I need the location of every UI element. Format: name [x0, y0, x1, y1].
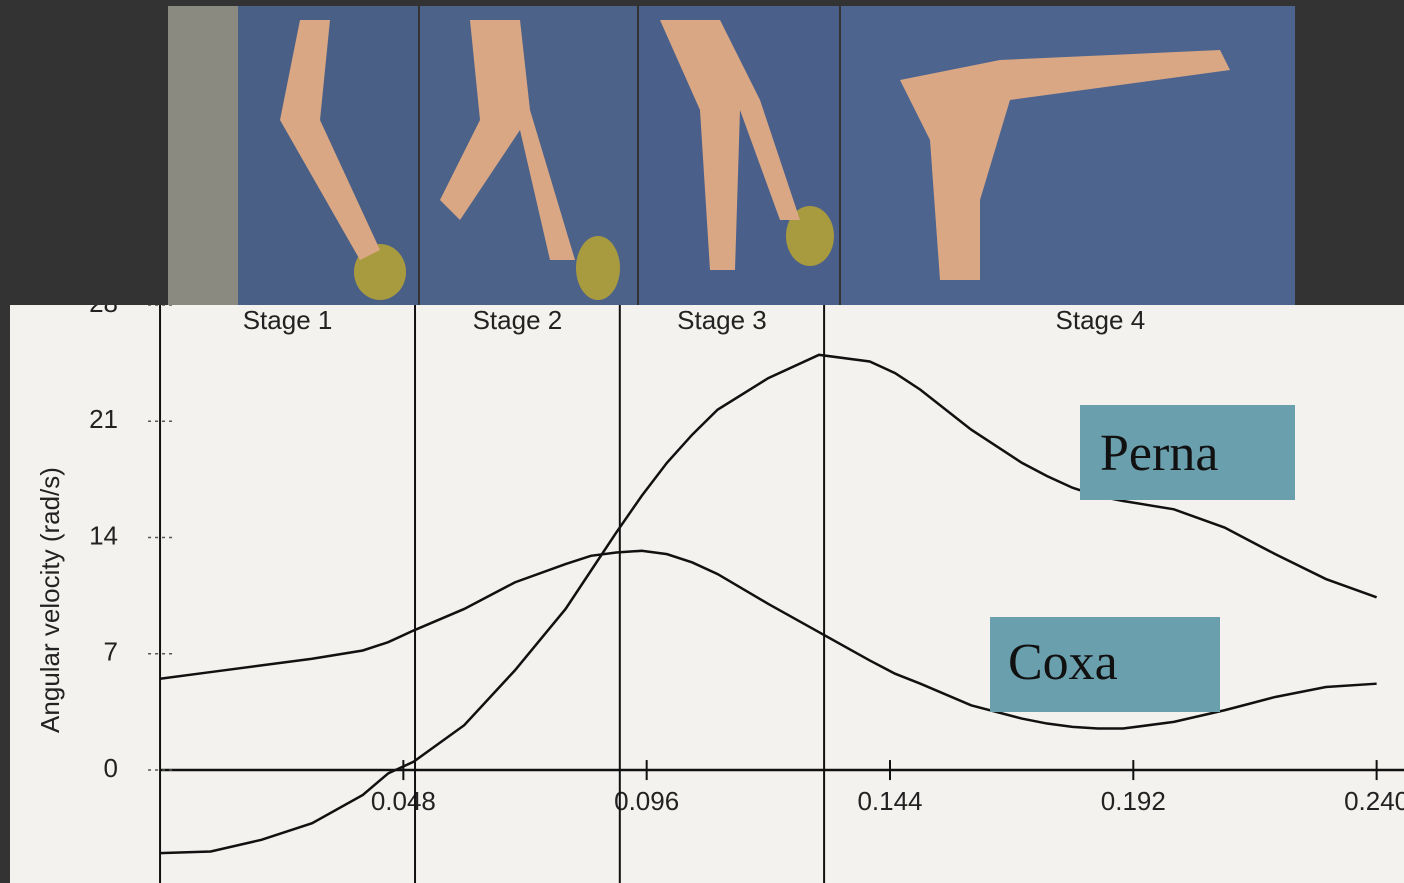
- photo-background: [168, 6, 238, 305]
- y-axis-label: Angular velocity (rad/s): [35, 467, 65, 733]
- x-tick-label: 0.144: [857, 786, 922, 816]
- stage-label: Stage 2: [473, 305, 563, 335]
- photo-stage-4: [841, 6, 1295, 305]
- y-tick-label: 21: [89, 404, 118, 434]
- x-tick-label: 0.096: [614, 786, 679, 816]
- plot-background: [10, 305, 1404, 883]
- ball: [576, 236, 620, 300]
- stage-label: Stage 4: [1056, 305, 1146, 335]
- series-label: Coxa: [1008, 634, 1118, 691]
- x-tick-label: 0.192: [1101, 786, 1166, 816]
- y-tick-label: 7: [104, 637, 118, 667]
- stage-label: Stage 3: [677, 305, 767, 335]
- series-label: Perna: [1100, 425, 1218, 482]
- x-tick-label: 0.240: [1344, 786, 1404, 816]
- x-tick-label: 0.048: [371, 786, 436, 816]
- y-tick-label: 14: [89, 520, 118, 550]
- photos: [168, 6, 1295, 305]
- stage-label: Stage 1: [243, 305, 333, 335]
- y-tick-label: 0: [104, 753, 118, 783]
- chart: Angular velocity (rad/s) 071421280.0480.…: [0, 0, 1404, 883]
